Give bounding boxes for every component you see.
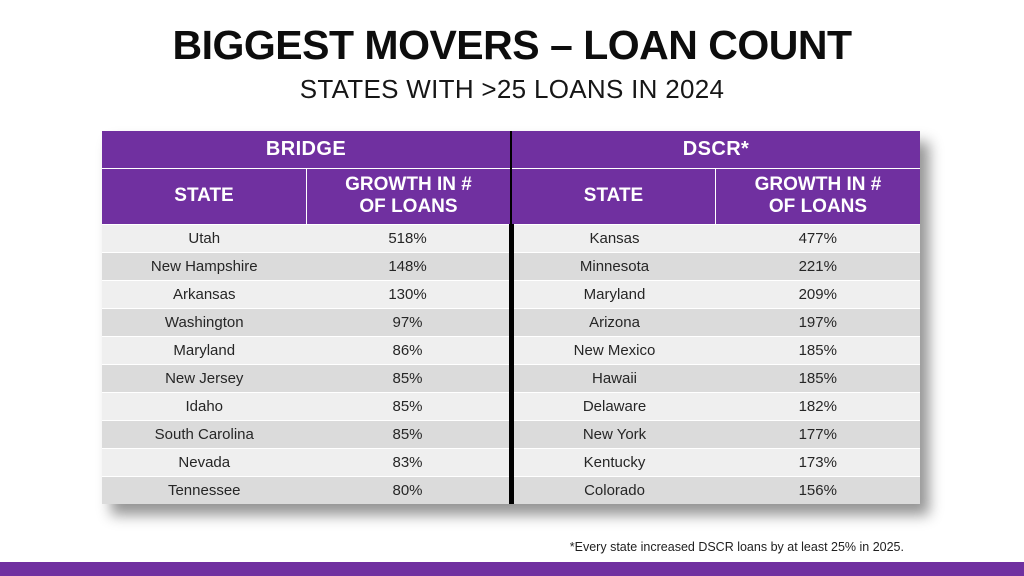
bridge-growth-cell: 86% xyxy=(306,335,511,364)
footnote: *Every state increased DSCR loans by at … xyxy=(569,540,904,554)
bridge-growth-cell: 518% xyxy=(306,223,511,252)
column-header-row: STATE GROWTH IN # OF LOANS STATE GROWTH … xyxy=(102,167,920,224)
table-row: Utah 518% Kansas 477% xyxy=(102,223,920,252)
dscr-growth-header: GROWTH IN # OF LOANS xyxy=(715,167,920,224)
slide-subtitle: STATES WITH >25 LOANS IN 2024 xyxy=(299,74,725,104)
bridge-state-cell: Nevada xyxy=(102,447,307,476)
table-row: Tennessee 80% Colorado 156% xyxy=(102,475,920,504)
table-row: New Jersey 85% Hawaii 185% xyxy=(102,363,920,392)
dscr-state-cell: Kentucky xyxy=(508,447,716,476)
dscr-state-cell: Kansas xyxy=(508,223,716,252)
dscr-state-cell: Colorado xyxy=(508,475,716,504)
bridge-section-header: BRIDGE xyxy=(102,131,511,168)
bridge-state-header: STATE xyxy=(102,167,307,224)
bridge-state-cell: Maryland xyxy=(102,335,307,364)
bridge-state-cell: New Hampshire xyxy=(102,251,307,280)
table-row: Washington 97% Arizona 197% xyxy=(102,307,920,336)
bridge-growth-cell: 85% xyxy=(306,391,511,420)
bridge-growth-cell: 83% xyxy=(306,447,511,476)
bridge-growth-cell: 97% xyxy=(306,307,511,336)
bridge-state-cell: South Carolina xyxy=(102,419,307,448)
table-row: New Hampshire 148% Minnesota 221% xyxy=(102,251,920,280)
slide-title: BIGGEST MOVERS – LOAN COUNT xyxy=(172,22,853,68)
dscr-growth-cell: 185% xyxy=(715,363,920,392)
dscr-growth-cell: 177% xyxy=(715,419,920,448)
dscr-state-cell: Minnesota xyxy=(508,251,716,280)
bridge-growth-cell: 148% xyxy=(306,251,511,280)
bridge-growth-header: GROWTH IN # OF LOANS xyxy=(306,167,511,224)
table-row: Idaho 85% Delaware 182% xyxy=(102,391,920,420)
bridge-state-cell: Arkansas xyxy=(102,279,307,308)
dscr-growth-cell: 197% xyxy=(715,307,920,336)
dscr-state-cell: Arizona xyxy=(508,307,716,336)
bridge-state-cell: New Jersey xyxy=(102,363,307,392)
table-row: Maryland 86% New Mexico 185% xyxy=(102,335,920,364)
dscr-section-header: DSCR* xyxy=(510,131,920,168)
dscr-state-cell: New Mexico xyxy=(508,335,716,364)
table-row: Nevada 83% Kentucky 173% xyxy=(102,447,920,476)
bridge-state-cell: Idaho xyxy=(102,391,307,420)
dscr-growth-cell: 182% xyxy=(715,391,920,420)
bridge-growth-cell: 85% xyxy=(306,363,511,392)
bridge-state-cell: Tennessee xyxy=(102,475,307,504)
loan-growth-table: BRIDGE DSCR* STATE GROWTH IN # OF LOANS … xyxy=(102,131,920,504)
dscr-state-cell: Delaware xyxy=(508,391,716,420)
table-row: South Carolina 85% New York 177% xyxy=(102,419,920,448)
bridge-growth-cell: 80% xyxy=(306,475,511,504)
dscr-growth-cell: 156% xyxy=(715,475,920,504)
bridge-state-cell: Utah xyxy=(102,223,307,252)
group-header-row: BRIDGE DSCR* xyxy=(102,131,920,168)
dscr-growth-cell: 185% xyxy=(715,335,920,364)
dscr-growth-cell: 477% xyxy=(715,223,920,252)
table-row: Arkansas 130% Maryland 209% xyxy=(102,279,920,308)
dscr-state-cell: Maryland xyxy=(508,279,716,308)
bottom-accent-bar xyxy=(0,562,1024,576)
dscr-growth-cell: 221% xyxy=(715,251,920,280)
bridge-growth-cell: 85% xyxy=(306,419,511,448)
dscr-state-cell: New York xyxy=(508,419,716,448)
dscr-growth-cell: 173% xyxy=(715,447,920,476)
dscr-state-header: STATE xyxy=(510,167,716,224)
bridge-growth-cell: 130% xyxy=(306,279,511,308)
loan-growth-table-grid: BRIDGE DSCR* STATE GROWTH IN # OF LOANS … xyxy=(102,131,920,504)
bridge-state-cell: Washington xyxy=(102,307,307,336)
dscr-state-cell: Hawaii xyxy=(508,363,716,392)
dscr-growth-cell: 209% xyxy=(715,279,920,308)
